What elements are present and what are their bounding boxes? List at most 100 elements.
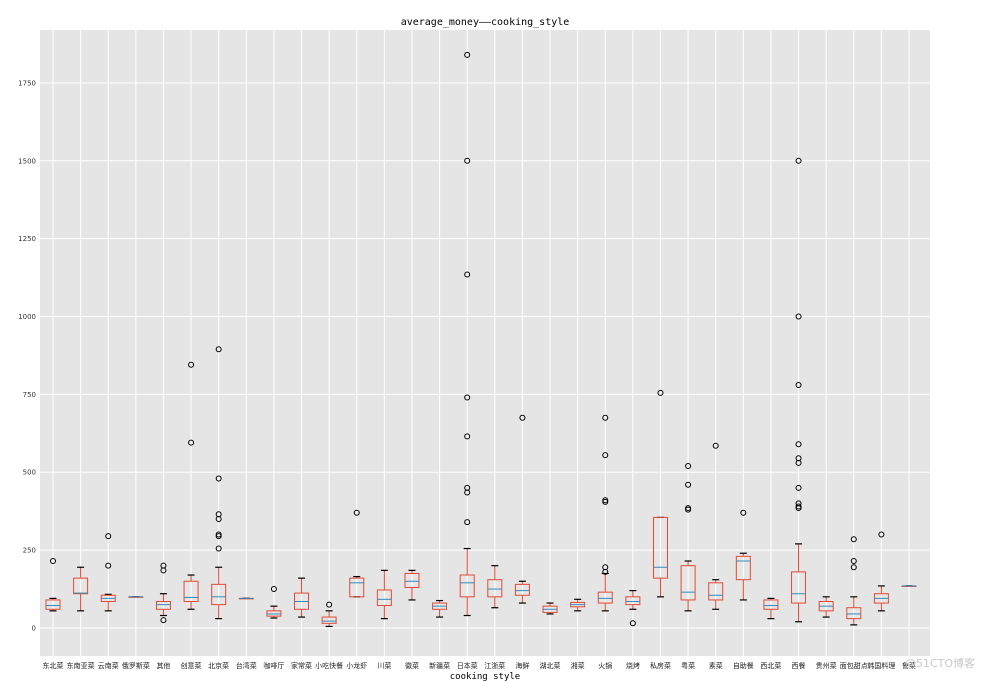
x-tick-label: 俄罗斯菜 (122, 661, 150, 670)
grid-lines (40, 30, 930, 656)
x-tick-label: 烧烤 (626, 661, 640, 670)
outlier-point (850, 536, 857, 543)
box-海鲜 (514, 414, 530, 604)
plot-background (40, 30, 930, 656)
box-面包甜点 (846, 536, 862, 626)
x-tick-label: 湘菜 (571, 661, 585, 670)
box-新疆菜 (432, 599, 448, 618)
x-tick-label: 北京菜 (208, 661, 229, 670)
outlier-point (685, 481, 692, 488)
outlier-point (795, 382, 802, 389)
box-北京菜 (211, 346, 227, 620)
y-tick-label: 500 (23, 469, 36, 477)
outlier-point (657, 389, 664, 396)
outlier-point (602, 414, 609, 421)
outlier-point (160, 562, 167, 569)
outlier-point (878, 531, 885, 538)
outlier-point (712, 442, 719, 449)
box-粤菜 (680, 463, 696, 612)
x-tick-label: 海鲜 (515, 661, 529, 670)
chart-title: average_money——cooking_style (401, 17, 570, 28)
x-tick-label: 鲁菜 (902, 661, 916, 670)
box-徽菜 (404, 569, 420, 601)
x-tick-label: 粤菜 (681, 661, 695, 670)
watermark: @51CTO博客 (905, 656, 975, 670)
outlier-point (215, 531, 222, 538)
x-tick-label: 东北菜 (43, 661, 64, 670)
outlier-point (353, 509, 360, 516)
box-云南菜 (100, 533, 116, 612)
box-iqr (349, 577, 365, 598)
box-东南亚菜 (73, 566, 89, 612)
box-iqr (763, 599, 779, 610)
x-tick-label: 新疆菜 (429, 661, 450, 670)
outlier-point (602, 452, 609, 459)
x-tick-label: 江浙菜 (484, 661, 505, 670)
outlier-point (685, 463, 692, 470)
box-iqr (404, 572, 420, 588)
box-素菜 (708, 442, 724, 610)
x-tick-label: 咖啡厅 (263, 661, 284, 670)
outlier-point (464, 433, 471, 440)
outlier-point (795, 484, 802, 491)
outlier-point (795, 441, 802, 448)
box-iqr (321, 616, 337, 624)
outlier-point (464, 484, 471, 491)
x-tick-label: 湖北菜 (540, 661, 561, 670)
outlier-point (795, 503, 802, 510)
x-tick-label: 徽菜 (405, 661, 419, 670)
box-iqr (155, 600, 171, 610)
outlier-point (464, 271, 471, 278)
outlier-point (795, 313, 802, 320)
outlier-point (629, 620, 636, 627)
x-tick-label: 韩国料理 (867, 661, 895, 670)
box-iqr (680, 565, 696, 601)
box-iqr (735, 555, 751, 581)
box-烧烤 (625, 589, 641, 627)
box-日本菜 (459, 51, 475, 617)
box-俄罗斯菜 (128, 596, 144, 598)
box-家常菜 (294, 577, 310, 618)
x-axis: 东北菜 东南亚菜 云南菜 俄罗斯菜 其他 创意菜 北京菜 台湾菜 咖啡厅 家常菜 小吃快餐 小龙虾 川菜… (43, 661, 917, 670)
box-其他 (155, 562, 171, 624)
x-tick-label: 川菜 (377, 661, 391, 670)
x-tick-label: 东南亚菜 (67, 661, 95, 670)
box-iqr (708, 582, 724, 601)
x-tick-label: 西餐 (792, 661, 806, 670)
box-湖北菜 (542, 602, 558, 615)
x-tick-label: 云南菜 (98, 661, 119, 670)
outlier-point (795, 500, 802, 507)
box-东北菜 (45, 558, 61, 612)
outlier-point (795, 455, 802, 462)
box-iqr (211, 583, 227, 606)
box-iqr (846, 607, 862, 620)
outlier-point (602, 564, 609, 571)
box-鲁菜 (901, 585, 917, 587)
box-series (45, 51, 917, 628)
outlier-point (602, 497, 609, 504)
box-iqr (459, 574, 475, 598)
box-iqr (45, 599, 61, 610)
outlier-point (519, 414, 526, 421)
outlier-point (50, 558, 56, 565)
box-iqr (183, 580, 199, 602)
box-创意菜 (183, 361, 199, 610)
outlier-point (160, 617, 167, 624)
x-tick-label: 火锅 (598, 661, 612, 670)
x-tick-label: 创意菜 (181, 661, 202, 670)
y-axis: 0 250 500 750 1000 1250 1500 1750 (18, 79, 36, 632)
outlier-point (685, 505, 692, 512)
y-tick-label: 1500 (18, 157, 36, 165)
box-iqr (652, 516, 668, 579)
y-tick-label: 250 (23, 547, 36, 555)
outlier-point (215, 346, 222, 353)
x-tick-label: 小吃快餐 (315, 661, 343, 670)
outlier-point (464, 519, 471, 526)
outlier-point (464, 51, 471, 58)
outlier-point (326, 601, 333, 608)
outlier-point (795, 157, 802, 164)
x-tick-label: 其他 (156, 661, 170, 670)
outlier-point (215, 511, 222, 518)
x-tick-label: 私房菜 (650, 661, 671, 670)
